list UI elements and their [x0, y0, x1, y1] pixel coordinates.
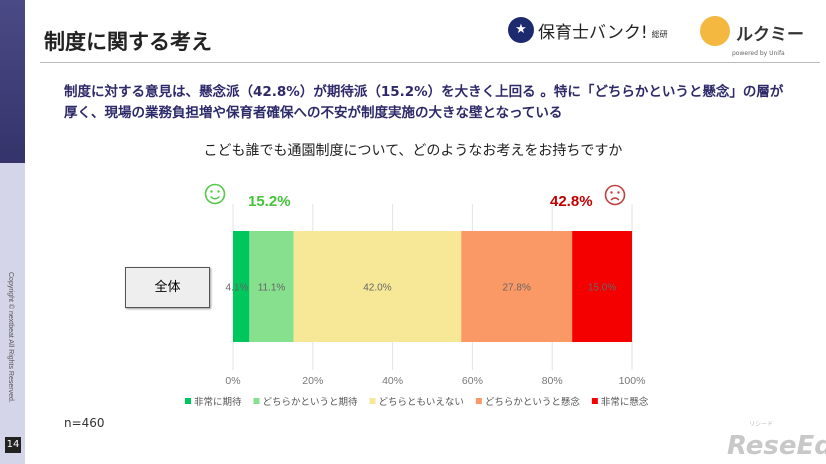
- bar-segment: [461, 231, 573, 342]
- legend-label: どちらかというと期待: [263, 396, 359, 408]
- page-title: 制度に関する考え: [44, 30, 212, 54]
- data-label: 27.8%: [503, 283, 531, 294]
- divider: [40, 62, 820, 63]
- summary-text: 制度に対する意見は、懸念派（42.8%）が期待派（15.2%）を大きく上回る 。…: [64, 84, 784, 121]
- category-label: 全体: [125, 267, 210, 308]
- hoikushi-bank-logo: ★ 保育士バンク! 総研: [508, 17, 668, 43]
- legend-label: 非常に期待: [194, 396, 242, 408]
- data-label: 15.0%: [588, 283, 616, 294]
- sidebar: [0, 163, 25, 464]
- reseed-watermark: ReseEd: [727, 431, 826, 461]
- bar-segment: [249, 231, 294, 342]
- legend-label: どちらかというと懸念: [485, 396, 581, 408]
- x-tick-label: 40%: [382, 375, 403, 387]
- lukumi-icon: [700, 16, 730, 46]
- legend-swatch: [369, 398, 376, 404]
- legend-swatch: [475, 398, 482, 404]
- sidebar-accent: [0, 0, 25, 163]
- legend-swatch: [591, 398, 598, 404]
- watermark-kana: リシード: [749, 421, 774, 428]
- bar-segment: [572, 231, 632, 342]
- x-tick-label: 60%: [462, 375, 483, 387]
- legend-swatch: [185, 398, 191, 404]
- concern-total-label: 42.8%: [550, 193, 593, 210]
- chart-title: こども誰でも通園制度について、どのようなお考えをお持ちですか: [203, 143, 623, 159]
- data-label: 4.1%: [226, 283, 249, 294]
- legend-label: 非常に懸念: [601, 396, 649, 408]
- bar-segment: [293, 231, 462, 342]
- star-flower-icon: ★: [508, 17, 534, 43]
- legend-swatch: [253, 398, 260, 404]
- data-label: 42.0%: [363, 283, 391, 294]
- legend-label: どちらともいえない: [379, 397, 464, 408]
- smiley-face-icon: [204, 183, 226, 205]
- bar-segment: [233, 231, 250, 342]
- sample-size: n=460: [64, 416, 105, 430]
- x-tick-label: 80%: [542, 375, 563, 387]
- x-tick-label: 100%: [619, 375, 646, 387]
- expect-total-label: 15.2%: [248, 193, 291, 210]
- data-label: 11.1%: [258, 283, 286, 294]
- page-number: 14: [5, 437, 21, 453]
- x-tick-label: 20%: [302, 375, 323, 387]
- x-tick-label: 0%: [225, 375, 240, 387]
- sad-face-icon: [604, 184, 626, 206]
